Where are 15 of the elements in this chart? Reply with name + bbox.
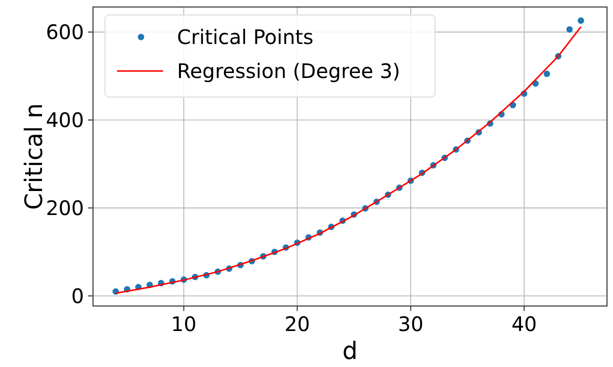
x-axis-title: d bbox=[342, 337, 358, 365]
y-tick-label: 0 bbox=[71, 284, 84, 308]
x-tick-label: 20 bbox=[284, 312, 310, 336]
legend-label: Critical Points bbox=[177, 25, 314, 49]
y-tick-label: 600 bbox=[46, 20, 84, 44]
legend-label: Regression (Degree 3) bbox=[177, 59, 400, 83]
point bbox=[578, 17, 584, 24]
x-tick-label: 40 bbox=[511, 312, 537, 336]
y-tick-label: 400 bbox=[46, 108, 84, 132]
y-axis-title: Critical n bbox=[20, 103, 48, 210]
point bbox=[544, 70, 550, 78]
y-tick-label: 200 bbox=[46, 196, 84, 220]
point bbox=[566, 26, 573, 33]
x-tick-label: 30 bbox=[398, 312, 424, 336]
x-tick-label: 10 bbox=[171, 312, 196, 336]
